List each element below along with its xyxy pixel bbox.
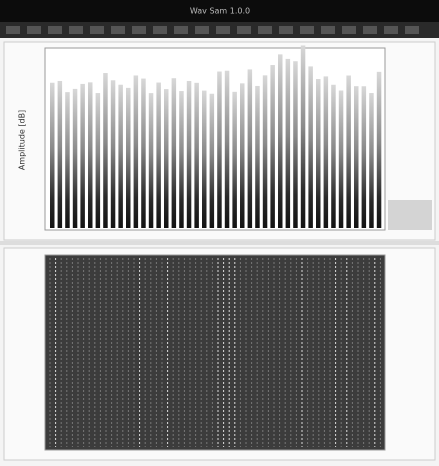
amplitude-column	[111, 80, 116, 228]
toolbar-button	[216, 26, 230, 34]
toolbar-button	[342, 26, 356, 34]
amplitude-column	[286, 59, 291, 228]
tail-noise	[388, 200, 432, 230]
amplitude-column	[187, 81, 192, 228]
amplitude-column	[362, 86, 367, 228]
amplitude-column	[179, 91, 184, 228]
amplitude-column	[149, 93, 154, 228]
splitter[interactable]	[0, 241, 439, 245]
amplitude-column	[278, 54, 283, 228]
amplitude-column	[331, 85, 336, 228]
toolbar-button	[321, 26, 335, 34]
amplitude-column	[240, 83, 245, 228]
amplitude-column	[80, 84, 85, 228]
page: Wav Sam 1.0.0 Amplitude [dB] (() => { co…	[0, 0, 439, 466]
amplitude-column	[316, 79, 321, 228]
amplitude-column	[156, 83, 161, 228]
amplitude-column	[141, 79, 146, 228]
amplitude-column	[270, 65, 275, 228]
window-title: Wav Sam 1.0.0	[190, 7, 250, 16]
amplitude-column	[248, 69, 253, 228]
amplitude-column	[65, 92, 70, 228]
amplitude-column	[103, 73, 108, 228]
toolbar-button	[90, 26, 104, 34]
toolbar-button	[111, 26, 125, 34]
toolbar-button	[174, 26, 188, 34]
amplitude-column	[202, 91, 207, 228]
amplitude-column	[339, 90, 344, 228]
toolbar-button	[69, 26, 83, 34]
toolbar-button	[6, 26, 20, 34]
amplitude-column	[225, 71, 230, 228]
amplitude-column	[308, 66, 313, 228]
amplitude-column	[194, 83, 199, 228]
toolbar-button	[300, 26, 314, 34]
amplitude-column	[88, 82, 93, 228]
amplitude-column	[73, 89, 78, 228]
amplitude-column	[346, 75, 351, 228]
toolbar-button	[27, 26, 41, 34]
amplitude-column	[301, 45, 306, 228]
amplitude-column	[164, 89, 169, 228]
toolbar-button	[153, 26, 167, 34]
spectrogram-plot	[45, 255, 385, 450]
amplitude-column	[118, 85, 123, 228]
amplitude-column	[293, 61, 298, 228]
toolbar-button	[258, 26, 272, 34]
y-axis-label: Amplitude [dB]	[18, 110, 27, 170]
app-window: Wav Sam 1.0.0 Amplitude [dB]	[0, 0, 439, 466]
toolbar-button	[132, 26, 146, 34]
amplitude-column	[324, 76, 329, 228]
amplitude-column	[134, 75, 139, 228]
amplitude-column	[172, 78, 177, 228]
amplitude-column	[126, 88, 131, 228]
amplitude-column	[50, 83, 55, 228]
toolbar-button	[237, 26, 251, 34]
amplitude-column	[369, 93, 374, 228]
amplitude-column	[232, 92, 237, 228]
amplitude-column	[217, 72, 222, 228]
toolbar-button	[279, 26, 293, 34]
amplitude-column	[255, 86, 260, 228]
toolbar-button	[384, 26, 398, 34]
amplitude-column	[58, 81, 63, 228]
amplitude-column	[96, 93, 101, 228]
toolbar-button	[363, 26, 377, 34]
amplitude-column	[354, 86, 359, 228]
amplitude-column	[263, 75, 268, 228]
toolbar-button	[195, 26, 209, 34]
amplitude-column	[377, 72, 382, 228]
toolbar-button	[405, 26, 419, 34]
amplitude-column	[210, 94, 215, 228]
toolbar-button	[48, 26, 62, 34]
